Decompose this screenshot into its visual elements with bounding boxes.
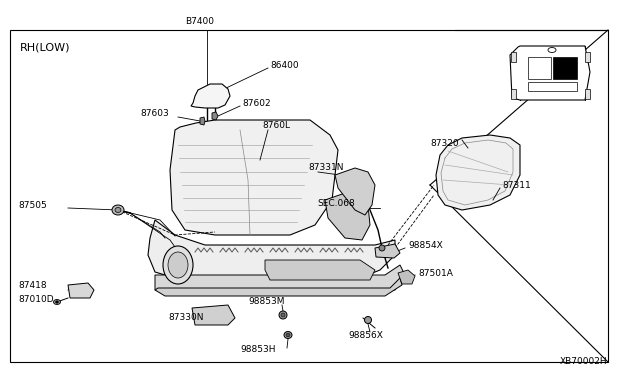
Text: 86400: 86400 (270, 61, 299, 70)
Text: 98853M: 98853M (248, 298, 285, 307)
Ellipse shape (284, 331, 292, 339)
Text: 8760L: 8760L (262, 121, 290, 129)
Polygon shape (528, 57, 551, 79)
Ellipse shape (163, 246, 193, 284)
Bar (511, 89, 516, 99)
Polygon shape (375, 244, 400, 258)
Text: 87602: 87602 (242, 99, 271, 108)
Ellipse shape (365, 317, 371, 324)
Text: 87505: 87505 (18, 201, 47, 209)
Polygon shape (155, 278, 402, 296)
Text: SEC.068: SEC.068 (317, 199, 355, 208)
Ellipse shape (281, 313, 285, 317)
Polygon shape (192, 305, 235, 325)
Ellipse shape (56, 301, 58, 303)
Text: RH(LOW): RH(LOW) (20, 43, 70, 53)
Polygon shape (191, 84, 230, 108)
Text: XB70002H: XB70002H (560, 357, 607, 366)
Ellipse shape (286, 333, 290, 337)
Ellipse shape (115, 208, 121, 212)
Polygon shape (510, 46, 590, 100)
Polygon shape (265, 260, 375, 280)
Text: 87331N: 87331N (308, 164, 344, 173)
Polygon shape (200, 117, 205, 125)
Polygon shape (68, 283, 94, 298)
Polygon shape (170, 120, 338, 235)
Bar (585, 89, 590, 99)
Text: 87010D: 87010D (18, 295, 54, 305)
Polygon shape (553, 57, 577, 79)
Polygon shape (325, 192, 370, 240)
Ellipse shape (279, 311, 287, 319)
Polygon shape (398, 270, 415, 284)
Ellipse shape (379, 245, 385, 251)
Polygon shape (212, 112, 218, 120)
Text: 87501A: 87501A (418, 269, 453, 278)
Text: 87603: 87603 (140, 109, 169, 119)
Polygon shape (335, 168, 375, 215)
Bar (10, 30, 608, 362)
Text: 98854X: 98854X (408, 241, 443, 250)
Text: 87311: 87311 (502, 180, 531, 189)
Text: 98853H: 98853H (240, 346, 276, 355)
Bar (511, 52, 516, 62)
Text: 98856X: 98856X (348, 330, 383, 340)
Polygon shape (148, 220, 395, 278)
Text: 87418: 87418 (18, 280, 47, 289)
Ellipse shape (112, 205, 124, 215)
Ellipse shape (168, 252, 188, 278)
Polygon shape (436, 135, 520, 210)
Ellipse shape (54, 299, 61, 305)
Text: 87330N: 87330N (168, 314, 204, 323)
Text: 87320: 87320 (430, 140, 459, 148)
Polygon shape (528, 82, 577, 91)
Text: B7400: B7400 (186, 17, 214, 26)
Bar (585, 52, 590, 62)
Polygon shape (155, 265, 405, 290)
